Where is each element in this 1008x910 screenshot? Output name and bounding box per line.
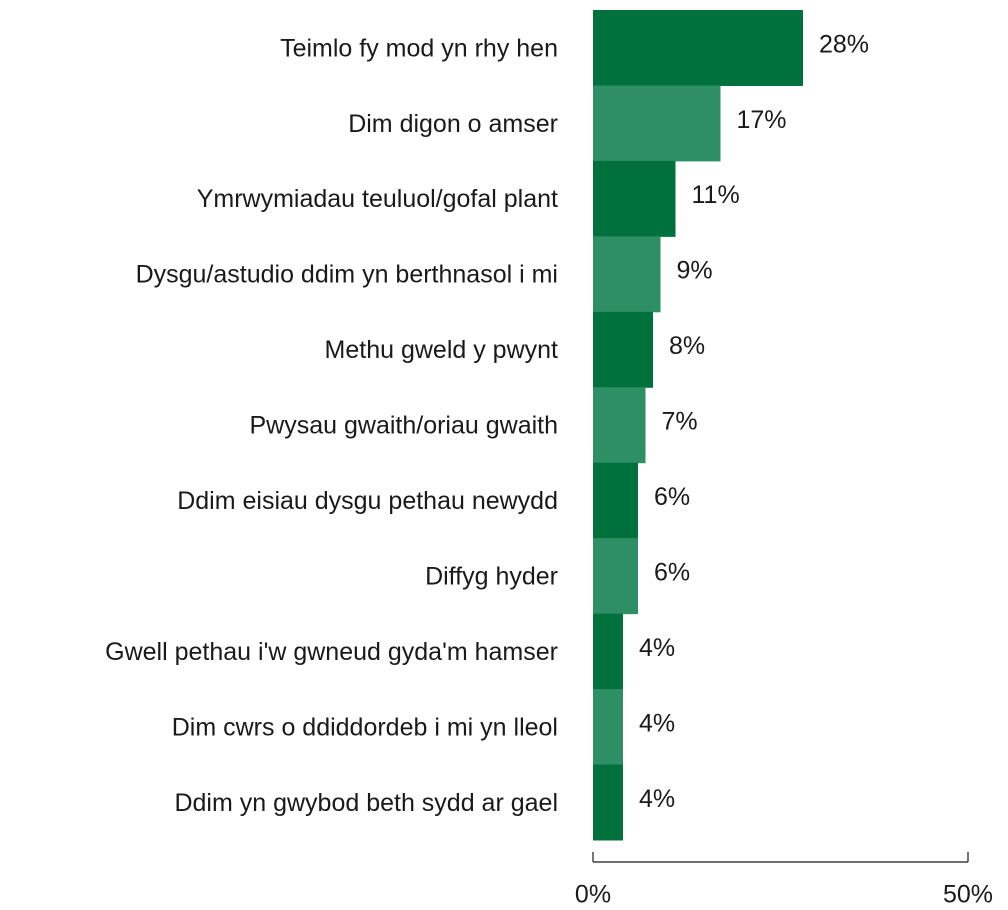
x-tick-label: 0% — [575, 881, 611, 909]
value-label: 9% — [677, 257, 713, 285]
bar — [593, 764, 623, 841]
value-label: 8% — [669, 332, 705, 360]
bar — [593, 85, 721, 162]
category-label: Dim digon o amser — [348, 110, 558, 138]
value-label: 28% — [819, 30, 869, 58]
value-label: 6% — [654, 483, 690, 511]
value-label: 7% — [662, 408, 698, 436]
category-label: Methu gweld y pwynt — [325, 336, 559, 364]
value-label: 11% — [692, 181, 740, 209]
bar — [593, 387, 646, 464]
category-label: Dysgu/astudio ddim yn berthnasol i mi — [136, 261, 558, 289]
x-tick-label: 50% — [943, 881, 993, 909]
bar — [593, 160, 676, 237]
bar — [593, 10, 803, 86]
category-label: Diffyg hyder — [425, 563, 558, 591]
value-label: 4% — [639, 709, 675, 737]
value-label: 4% — [639, 634, 675, 662]
bar — [593, 613, 623, 690]
category-label: Gwell pethau i'w gwneud gyda'm hamser — [105, 638, 558, 666]
category-label: Teimlo fy mod yn rhy hen — [280, 34, 558, 62]
category-label: Pwysau gwaith/oriau gwaith — [250, 412, 559, 440]
value-label: 6% — [654, 559, 690, 587]
bar — [593, 311, 653, 388]
category-label: Ddim eisiau dysgu pethau newydd — [177, 487, 558, 515]
value-label: 17% — [737, 106, 787, 134]
bar — [593, 462, 638, 539]
category-label: Ymrwymiadau teuluol/gofal plant — [197, 185, 558, 213]
value-label: 4% — [639, 785, 675, 813]
bar — [593, 538, 638, 615]
category-label: Dim cwrs o ddiddordeb i mi yn lleol — [172, 713, 558, 741]
bar — [593, 236, 661, 313]
category-label: Ddim yn gwybod beth sydd ar gael — [174, 789, 558, 817]
bar — [593, 689, 623, 766]
